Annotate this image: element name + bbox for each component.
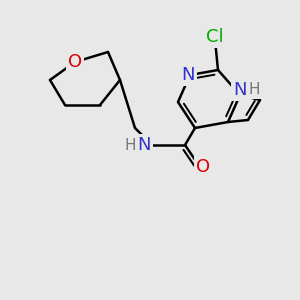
Text: H: H [248, 82, 260, 98]
Text: Cl: Cl [206, 28, 224, 46]
Text: H: H [124, 137, 136, 152]
Text: N: N [181, 66, 195, 84]
Text: O: O [68, 53, 82, 71]
Text: O: O [196, 158, 210, 176]
Text: N: N [137, 136, 151, 154]
Text: N: N [233, 81, 247, 99]
